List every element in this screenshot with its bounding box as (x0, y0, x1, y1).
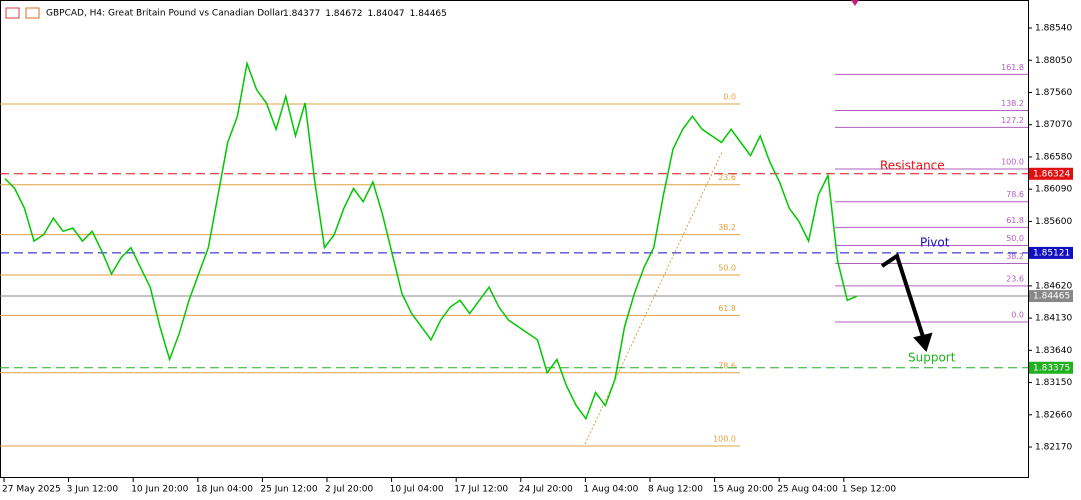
level-name: Resistance (880, 158, 945, 172)
fib-label: 50.0 (718, 263, 736, 272)
y-tick-label: 1.86090 (1035, 185, 1072, 195)
x-tick-label: 8 Aug 12:00 (648, 485, 703, 495)
ohlc-value: 1.84465 (410, 9, 447, 19)
y-tick-label: 1.84620 (1035, 281, 1072, 291)
ohlc-value: 1.84672 (325, 9, 362, 19)
fib-label: 138.2 (1001, 99, 1024, 108)
fib-label: 50.0 (1006, 234, 1024, 243)
ohlc-values: 1.84377 1.84672 1.84047 1.84465 (283, 9, 447, 19)
y-tick-label: 1.83150 (1035, 378, 1072, 388)
marker (851, 0, 859, 6)
fib-label: 100.0 (713, 434, 736, 443)
price-tag-label: 1.86324 (1033, 169, 1070, 179)
x-tick-label: 10 Jun 20:00 (131, 485, 188, 495)
x-tick-label: 17 Jul 12:00 (454, 485, 508, 495)
chart-title: GBPCAD, H4: Great Britain Pound vs Canad… (46, 9, 284, 19)
price-tag-label: 1.84465 (1033, 292, 1070, 302)
y-tick-label: 1.84130 (1035, 314, 1072, 324)
price-tag (1029, 290, 1073, 303)
x-tick-label: 25 Aug 04:00 (777, 485, 838, 495)
price-tag (1029, 361, 1073, 374)
y-tick-label: 1.87070 (1035, 120, 1072, 130)
icon (5, 7, 20, 19)
y-tick-label: 1.82170 (1035, 443, 1072, 453)
x-tick-label: 1 Sep 12:00 (842, 485, 897, 495)
x-tick-label: 10 Jul 04:00 (390, 485, 444, 495)
fib-label: 100.0 (1001, 157, 1024, 166)
x-tick-label: 15 Aug 20:00 (713, 485, 774, 495)
y-tick-label: 1.83640 (1035, 346, 1072, 356)
level-name: Support (908, 350, 956, 364)
price-tag-label: 1.85121 (1033, 248, 1070, 258)
fib-label: 61.8 (718, 304, 736, 313)
fib-trend (584, 151, 723, 445)
fib-label: 0.0 (1011, 310, 1024, 319)
ohlc-value: 1.84047 (367, 9, 404, 19)
x-tick-label: 25 Jun 12:00 (260, 485, 317, 495)
price-tag-label: 1.83375 (1033, 363, 1070, 373)
level-name: Pivot (920, 235, 950, 249)
y-tick-label: 1.87560 (1035, 88, 1072, 98)
ohlc-value: 1.84377 (283, 9, 320, 19)
price-tag (1029, 246, 1073, 259)
x-tick-label: 2 Jul 20:00 (325, 485, 374, 495)
fib-label: 38.2 (718, 223, 736, 232)
y-tick-label: 1.82660 (1035, 410, 1072, 420)
y-tick-label: 1.88540 (1035, 24, 1072, 34)
y-tick-label: 1.86580 (1035, 152, 1072, 162)
fib-label: 0.0 (723, 92, 736, 101)
icon (25, 7, 40, 19)
arrow-head (913, 332, 933, 352)
fib-label: 61.8 (1006, 216, 1024, 225)
arrow (880, 252, 927, 344)
fib-label: 161.8 (1001, 63, 1024, 72)
x-tick-label: 3 Jun 12:00 (67, 485, 119, 495)
fib-label: 78.6 (718, 361, 736, 370)
fib-label: 127.2 (1001, 116, 1024, 125)
plot-frame (0, 0, 1029, 478)
y-tick-label: 1.85600 (1035, 217, 1072, 227)
x-tick-label: 1 Aug 04:00 (583, 485, 638, 495)
x-tick-label: 27 May 2025 (2, 485, 61, 495)
y-tick-label: 1.88050 (1035, 56, 1072, 66)
price-line (4, 60, 858, 421)
fib-label: 78.6 (1006, 190, 1024, 199)
fib-label: 38.2 (1006, 252, 1024, 261)
fib-label: 23.6 (1006, 274, 1024, 283)
x-tick-label: 24 Jul 20:00 (519, 485, 573, 495)
fib-label: 23.6 (718, 173, 736, 182)
x-tick-label: 18 Jun 04:00 (196, 485, 253, 495)
price-tag (1029, 167, 1073, 180)
